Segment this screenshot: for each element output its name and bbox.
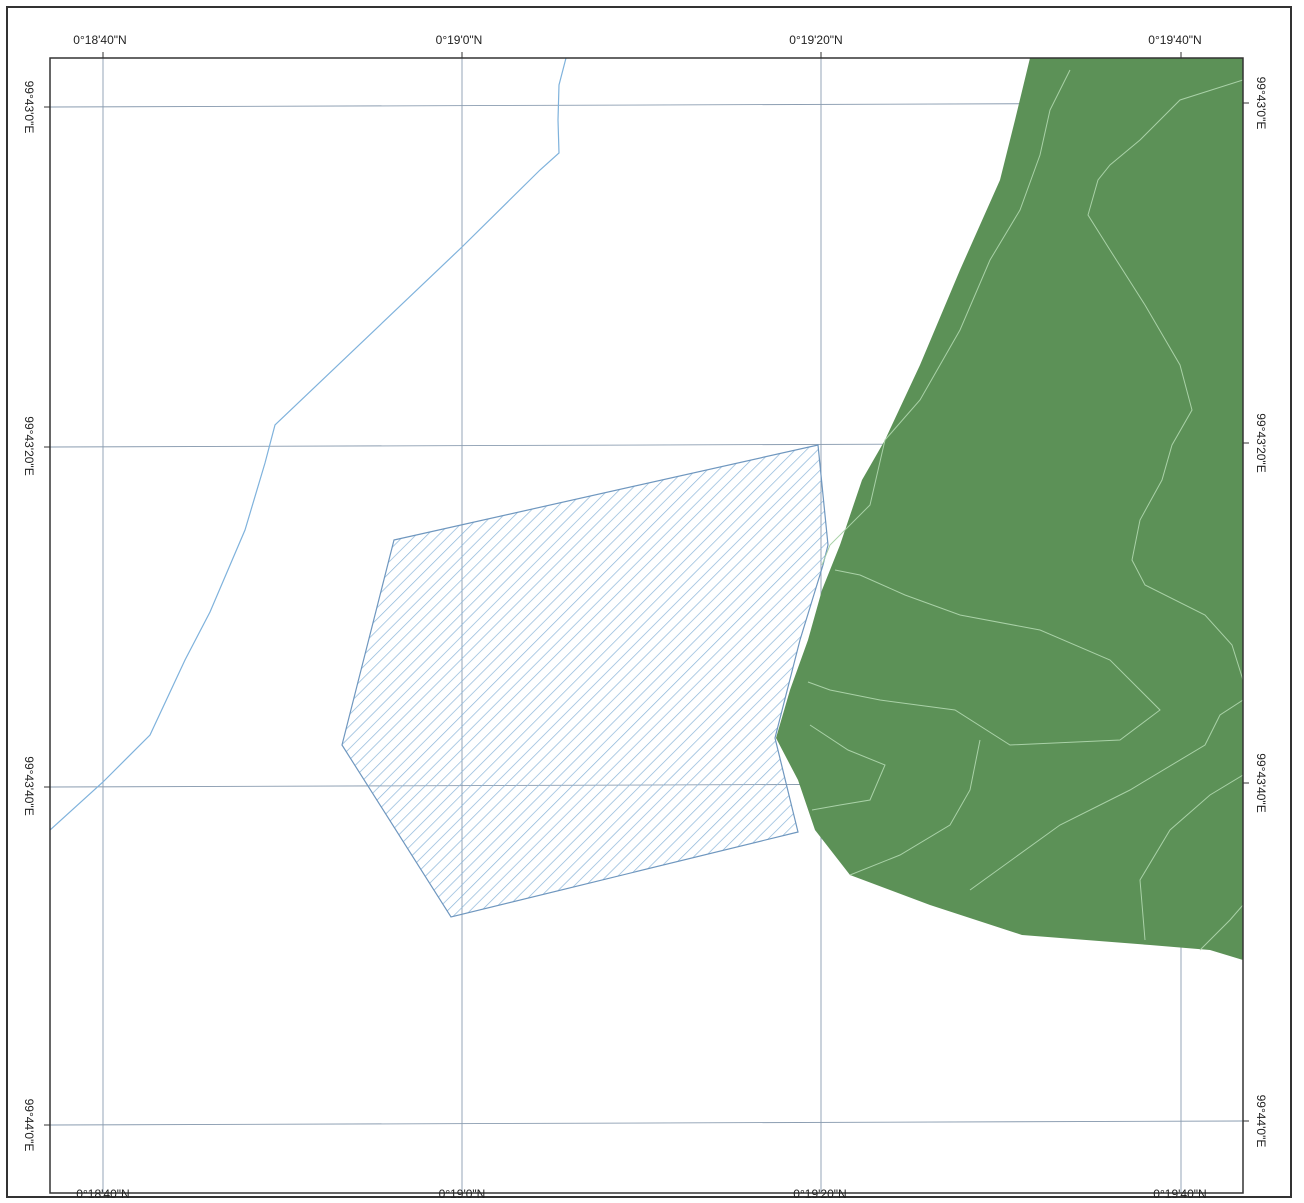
contour-line-2 (1087, 79, 1243, 681)
contour-line-4 (809, 724, 886, 811)
graticule-label-right-1: 99°43'0"E (1254, 76, 1268, 130)
graticule-label-bottom-1: 0°18'40"N (76, 1187, 130, 1201)
contour-line-1 (821, 69, 1071, 566)
hatched-parcel[interactable] (341, 444, 829, 918)
graticule-label-top-4: 0°19'40"N (1148, 33, 1202, 47)
graticule-label-bottom-4: 0°19'40"N (1153, 1187, 1207, 1201)
contour-line-5 (849, 739, 981, 876)
graticule-label-bottom-3: 0°19'20"N (793, 1187, 847, 1201)
contour-line-3 (807, 569, 1161, 746)
graticule-label-left-1: 99°43'0"E (22, 80, 36, 134)
inner-frame (49, 57, 1244, 1194)
graticule-label-top-3: 0°19'20"N (789, 33, 843, 47)
contour-line-7 (1139, 774, 1243, 941)
graticule-label-right-3: 99°43'40"E (1254, 753, 1268, 813)
forest-area[interactable] (776, 58, 1243, 960)
graticule-label-right-2: 99°43'20"E (1254, 413, 1268, 473)
graticule-label-top-2: 0°19'0"N (435, 33, 483, 47)
contour-line-6 (969, 699, 1243, 891)
contour-lines (807, 69, 1243, 951)
graticule-label-right-4: 99°44'0"E (1254, 1094, 1268, 1148)
grid-line-lat-4 (50, 1120, 1243, 1126)
graticule-label-left-2: 99°43'20"E (22, 416, 36, 476)
graticule-label-bottom-2: 0°19'0"N (438, 1187, 486, 1201)
graticule-label-left-3: 99°43'40"E (22, 756, 36, 816)
contour-line-8 (1199, 904, 1243, 951)
graticule-label-left-4: 99°44'0"E (22, 1098, 36, 1152)
outer-border (6, 6, 1292, 1198)
river-line (50, 58, 567, 831)
tick-marks (44, 52, 1249, 1126)
graticule-label-top-1: 0°18'40"N (73, 33, 127, 47)
